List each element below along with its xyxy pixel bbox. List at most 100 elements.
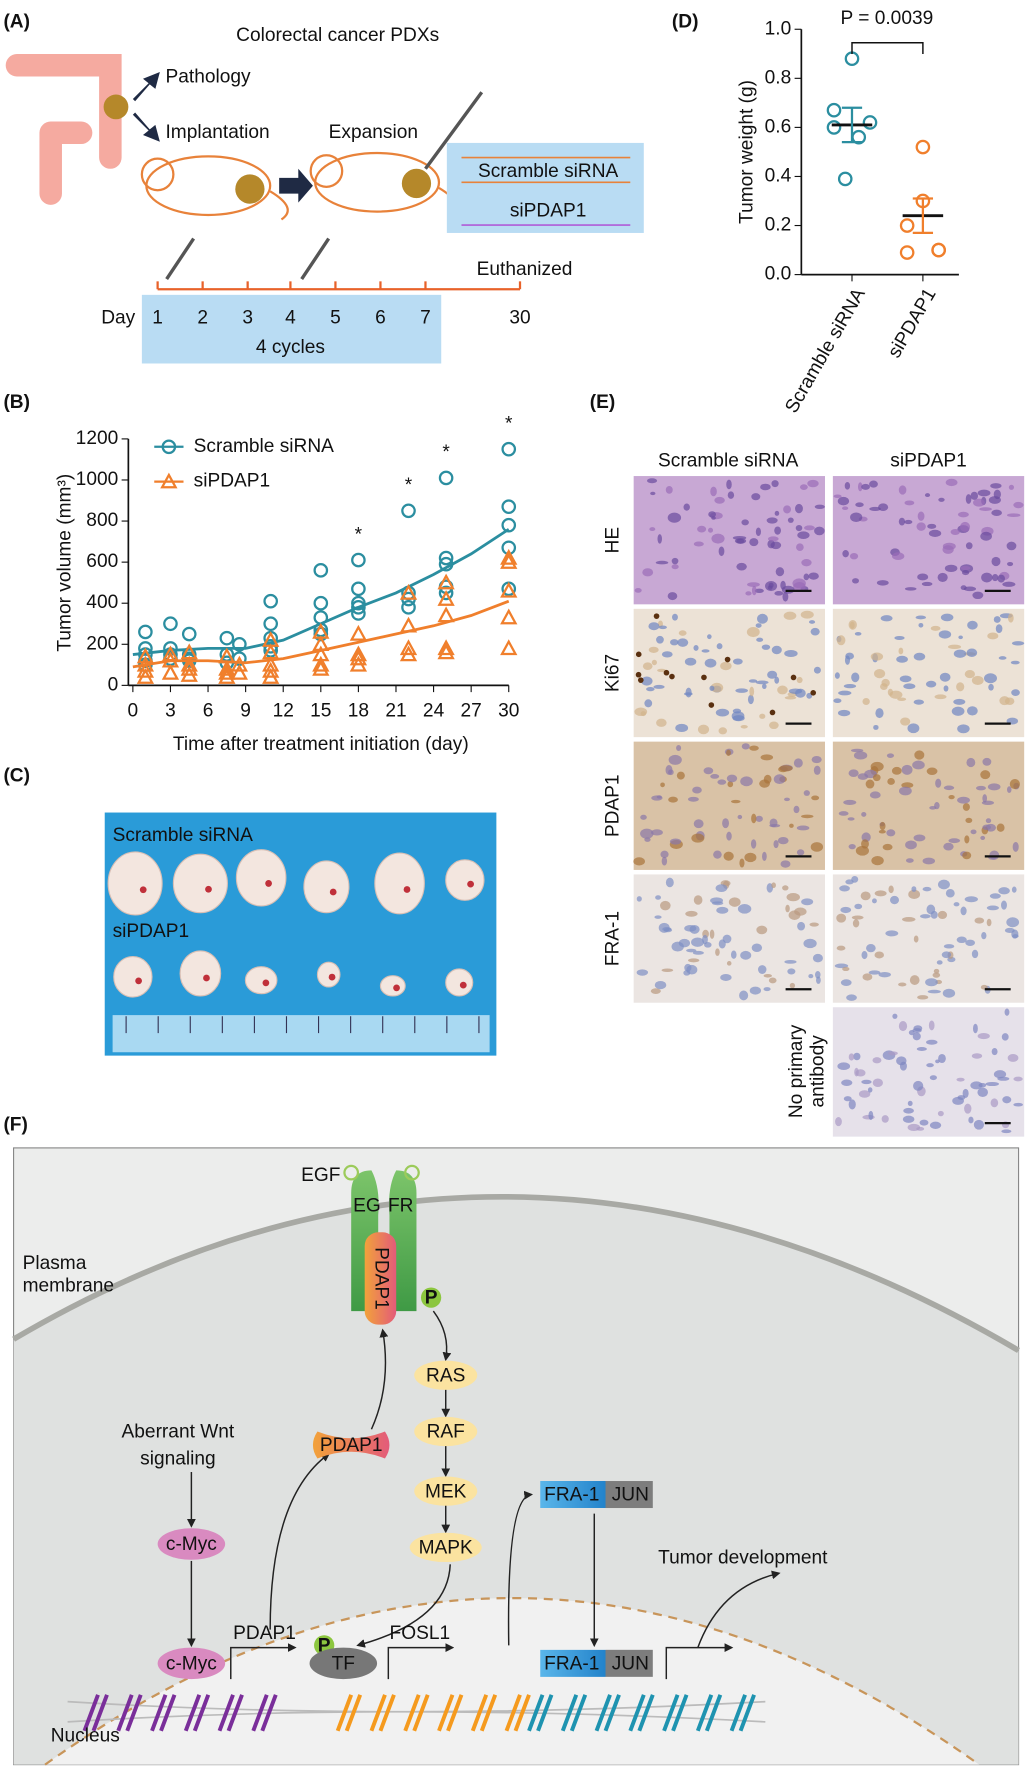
ihc-cell — [814, 504, 825, 509]
ihc-cell — [814, 526, 825, 536]
ihc-cell — [878, 829, 886, 834]
ihc-cell — [940, 613, 954, 622]
ihc-cell — [948, 838, 961, 844]
ihc-cell — [928, 529, 942, 537]
ihc-cell — [922, 886, 932, 892]
ihc-cell — [656, 795, 662, 799]
ihc-cell — [815, 970, 821, 979]
data-point — [218, 659, 236, 676]
dna-strand — [504, 1694, 531, 1732]
ihc-cell — [886, 829, 896, 837]
ihc-cell — [962, 851, 972, 860]
significance-mark: * — [505, 413, 513, 434]
ihc-cell — [633, 857, 645, 866]
protein-label: JUN — [612, 1654, 649, 1675]
ihc-cell — [672, 613, 678, 621]
scheme-label: Pathology — [166, 67, 252, 88]
ihc-cell — [685, 910, 698, 917]
ihc-cell — [837, 496, 850, 506]
ihc-cell — [966, 706, 978, 716]
ihc-cell — [808, 973, 814, 979]
ihc-cell — [787, 968, 796, 975]
ihc-cell — [1001, 1129, 1012, 1134]
ihc-cell — [985, 818, 992, 824]
ihc-cell — [898, 647, 904, 655]
tumor — [107, 851, 163, 916]
protein-label: PDAP1 — [370, 1247, 391, 1310]
ihc-cell — [857, 773, 869, 780]
ihc-cell — [833, 494, 842, 499]
data-point — [312, 659, 330, 676]
ihc-cell — [793, 805, 800, 814]
ihc-cell — [998, 656, 1007, 660]
ihc-cell — [693, 819, 704, 829]
ihc-cell — [977, 1087, 988, 1097]
y-tick-label: 600 — [86, 551, 118, 572]
ihc-cell — [755, 680, 769, 685]
dna-strand — [437, 1694, 464, 1732]
row-label: HE — [602, 527, 623, 554]
ihc-cell — [872, 1078, 883, 1088]
data-point — [501, 517, 517, 533]
ihc-cell — [943, 785, 955, 791]
ihc-cell — [995, 624, 1003, 633]
data-point — [501, 499, 517, 514]
ihc-cell — [898, 1021, 908, 1032]
data-point — [232, 636, 247, 652]
ihc-cell — [985, 1081, 999, 1087]
ihc-cell — [797, 531, 810, 539]
data-point — [313, 595, 329, 611]
ihc-cell — [803, 938, 817, 949]
control-label: antibody — [807, 1035, 828, 1108]
ihc-cell — [924, 493, 931, 498]
ihc-cell — [965, 939, 976, 946]
panel-label: (C) — [3, 766, 30, 787]
ihc-cell — [715, 884, 728, 892]
ihc-cell — [843, 683, 857, 689]
ihc-cell — [951, 706, 965, 716]
ihc-cell — [958, 635, 963, 640]
ihc-cell — [880, 615, 893, 622]
data-point — [262, 668, 280, 684]
ihc-cell — [988, 683, 994, 691]
ihc-cell — [720, 661, 732, 671]
ihc-cell — [711, 901, 724, 906]
ihc-cell — [913, 935, 919, 943]
data-point — [826, 120, 842, 135]
ihc-cell — [907, 1100, 913, 1107]
ihc-cell — [804, 525, 815, 531]
ihc-cell — [758, 965, 767, 974]
significance-bracket — [851, 42, 924, 55]
ihc-cell — [715, 948, 720, 956]
photo-label: siPDAP1 — [113, 921, 190, 942]
dna-strand — [403, 1694, 430, 1732]
ihc-cell — [654, 980, 667, 990]
dna-strand — [335, 1694, 363, 1732]
tumor-spot — [459, 981, 467, 989]
ihc-cell — [838, 690, 852, 696]
ihc-cell — [784, 696, 797, 700]
ihc-cell — [879, 821, 886, 831]
ihc-cell — [980, 835, 986, 840]
ihc-cell — [897, 697, 907, 702]
ihc-cell — [1010, 660, 1020, 665]
day-label: 5 — [330, 308, 341, 329]
ihc-cell — [741, 519, 749, 526]
ihc-cell — [962, 803, 970, 811]
ihc-cell — [692, 950, 704, 955]
ihc-cell — [919, 1119, 929, 1126]
row-label: FRA-1 — [602, 911, 623, 966]
ihc-cell — [709, 685, 715, 691]
dna-strand — [527, 1694, 554, 1732]
y-tick-label: 200 — [86, 633, 118, 654]
ihc-cell — [941, 951, 952, 959]
ihc-positive — [653, 613, 660, 619]
ihc-cell — [956, 936, 967, 944]
ihc-cell — [896, 655, 908, 663]
ihc-cell — [735, 688, 748, 693]
ihc-cell — [1007, 786, 1012, 793]
ihc-cell — [711, 533, 725, 544]
data-point — [500, 553, 518, 569]
data-point — [401, 600, 416, 615]
